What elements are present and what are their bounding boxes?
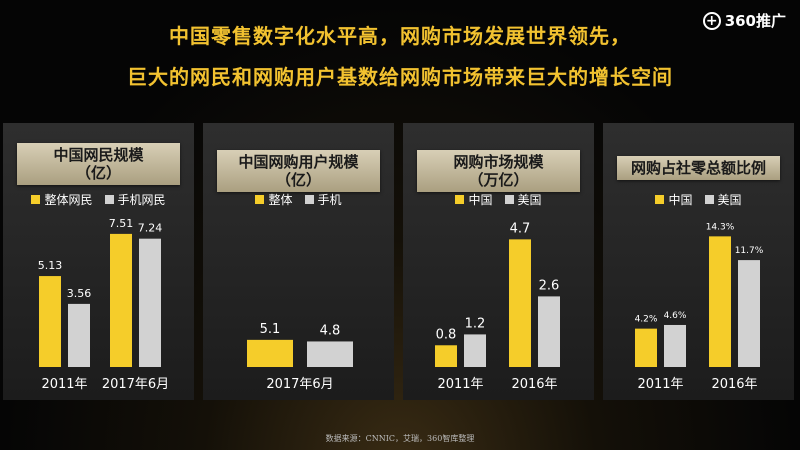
- legend-swatch: [704, 195, 714, 204]
- data-label: 0.8: [436, 327, 457, 342]
- legend-swatch: [504, 195, 514, 204]
- chart-title-line: （亿）: [75, 164, 121, 182]
- legend-swatch: [304, 195, 314, 204]
- legend-label: 美国: [517, 193, 542, 207]
- chart-panel-netizens: 中国网民规模 （亿） 整体网民 手机网民 5.13 3.56 2011年 7.51 7.…: [3, 123, 194, 400]
- bar-chart: 5.13 3.56 2011年 7.51 7.24 2017年6月: [38, 217, 169, 392]
- data-label: 1.2: [465, 316, 486, 331]
- chart-title-line: （亿）: [275, 171, 321, 189]
- category-label: 2016年: [711, 377, 757, 392]
- chart-panel-market-size: 网购市场规模 （万亿） 中国 美国 0.8 1.2 2011年 4.7 2.6 2016年: [403, 123, 594, 400]
- chart-legend: 中国 美国: [403, 191, 594, 208]
- legend-swatch: [255, 195, 265, 204]
- bar-primary: [509, 239, 531, 367]
- chart-title-line: （万亿）: [468, 171, 529, 189]
- category-label: 2011年: [637, 377, 683, 392]
- chart-title: 中国网购用户规模 （亿）: [217, 150, 380, 192]
- data-label: 4.8: [320, 323, 341, 338]
- legend-item: 美国: [504, 191, 542, 208]
- brand-logo: + 360推广: [702, 10, 786, 31]
- category-label: 2017年6月: [266, 377, 333, 392]
- data-label: 5.1: [260, 322, 281, 337]
- legend-label: 手机: [317, 193, 342, 207]
- legend-label: 整体网民: [44, 193, 93, 207]
- chart-panel-online-shoppers: 中国网购用户规模 （亿） 整体 手机 5.1 4.8 2017年6月: [203, 123, 394, 400]
- data-label: 4.7: [510, 221, 531, 236]
- data-label: 5.13: [38, 259, 63, 272]
- legend-label: 手机网民: [117, 193, 166, 207]
- legend-item: 手机: [304, 191, 342, 208]
- category-label: 2011年: [41, 377, 87, 392]
- data-label: 3.56: [67, 287, 92, 300]
- legend-item: 手机网民: [104, 191, 166, 208]
- source-note: 数据来源：CNNIC，艾瑞，360智库整理: [325, 434, 475, 443]
- headline-line-1: 中国零售数字化水平高，网购市场发展世界领先，: [169, 24, 631, 48]
- legend-swatch: [655, 195, 665, 204]
- data-label: 4.6%: [664, 311, 687, 321]
- bar-chart: 0.8 1.2 2011年 4.7 2.6 2016年: [435, 221, 560, 392]
- bar-primary: [247, 339, 293, 367]
- chart-panel-retail-share: 网购占社零总额比例 中国 美国 4.2% 4.6% 2011年 14.3% 11.7% 2…: [603, 123, 794, 400]
- data-label: 7.24: [138, 222, 163, 235]
- category-label: 2011年: [437, 377, 483, 392]
- legend-item: 中国: [455, 191, 493, 208]
- bar-primary: [709, 236, 731, 367]
- brand-name: 360推广: [724, 12, 786, 30]
- legend-swatch: [455, 195, 465, 204]
- bar-secondary: [139, 238, 161, 367]
- chart-title-line: 网购市场规模: [453, 153, 544, 171]
- legend-item: 美国: [704, 191, 742, 208]
- data-label: 4.2%: [635, 315, 658, 325]
- legend-item: 整体: [255, 191, 293, 208]
- data-label: 7.51: [109, 217, 134, 230]
- chart-legend: 整体网民 手机网民: [3, 191, 194, 208]
- chart-title: 网购市场规模 （万亿）: [417, 150, 580, 192]
- legend-label: 中国: [468, 193, 493, 207]
- bar-secondary: [664, 324, 686, 367]
- data-label: 11.7%: [735, 246, 764, 256]
- chart-title: 网购占社零总额比例: [617, 156, 780, 180]
- legend-label: 美国: [717, 193, 742, 207]
- chart-legend: 中国 美国: [603, 191, 794, 208]
- plus-icon: +: [702, 11, 721, 30]
- headline-line-2: 巨大的网民和网购用户基数给网购市场带来巨大的增长空间: [127, 65, 673, 89]
- bar-primary: [435, 345, 457, 367]
- chart-title: 中国网民规模 （亿）: [17, 143, 180, 185]
- legend-swatch: [104, 195, 114, 204]
- bar-secondary: [68, 303, 90, 367]
- bar-secondary: [538, 296, 560, 367]
- legend-item: 整体网民: [31, 191, 93, 208]
- bar-chart: 5.1 4.8 2017年6月: [247, 322, 353, 392]
- bar-primary: [39, 276, 61, 367]
- chart-title-line: 网购占社零总额比例: [630, 159, 766, 177]
- legend-label: 整体: [268, 193, 293, 207]
- bar-secondary: [464, 334, 486, 367]
- legend-label: 中国: [668, 193, 693, 207]
- legend-item: 中国: [655, 191, 693, 208]
- chart-title-line: 中国网购用户规模: [238, 153, 359, 171]
- legend-swatch: [31, 195, 41, 204]
- bar-secondary: [307, 341, 353, 367]
- bar-primary: [110, 233, 132, 367]
- bar-chart: 4.2% 4.6% 2011年 14.3% 11.7% 2016年: [635, 222, 764, 392]
- bar-primary: [635, 328, 657, 367]
- data-label: 14.3%: [706, 222, 735, 232]
- category-label: 2017年6月: [102, 377, 169, 392]
- bar-secondary: [738, 260, 760, 367]
- chart-legend: 整体 手机: [203, 191, 394, 208]
- data-label: 2.6: [539, 278, 560, 293]
- category-label: 2016年: [511, 377, 557, 392]
- chart-title-line: 中国网民规模: [53, 146, 144, 164]
